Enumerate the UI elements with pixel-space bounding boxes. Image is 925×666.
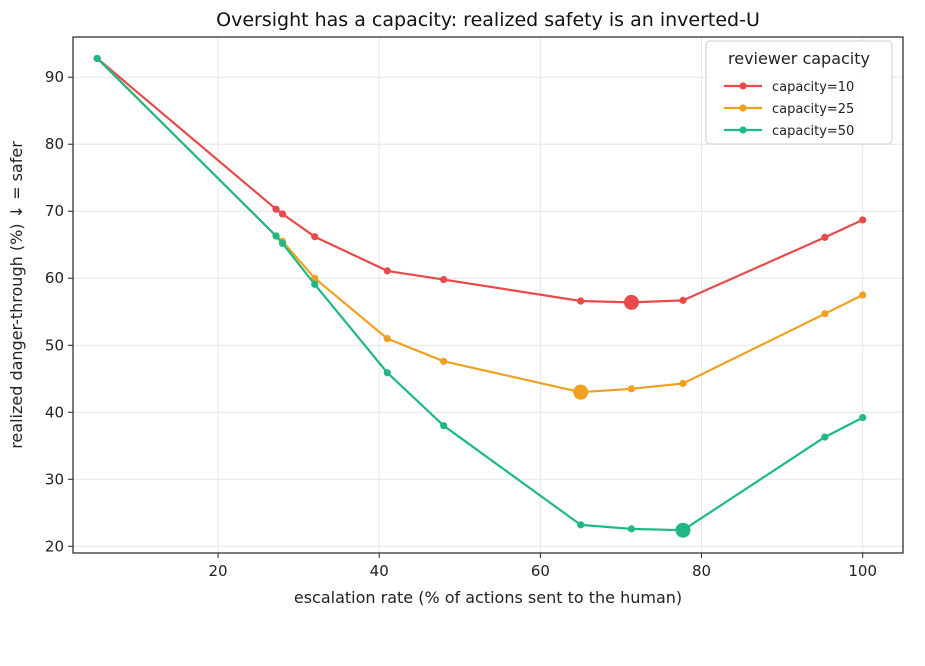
x-tick-label: 20 bbox=[209, 562, 228, 580]
y-tick-label: 80 bbox=[45, 135, 64, 153]
data-point bbox=[821, 310, 829, 318]
data-point bbox=[440, 357, 448, 365]
optimum-marker bbox=[623, 294, 639, 310]
data-point bbox=[311, 233, 319, 241]
legend-box bbox=[705, 40, 893, 145]
legend-label: capacity=50 bbox=[772, 124, 854, 139]
y-tick-label: 30 bbox=[45, 470, 64, 488]
data-point bbox=[272, 232, 280, 240]
data-point bbox=[821, 433, 829, 441]
data-point bbox=[577, 297, 585, 305]
x-axis-label: escalation rate (% of actions sent to th… bbox=[294, 588, 682, 607]
data-point bbox=[821, 233, 829, 241]
legend-swatch-marker bbox=[739, 104, 747, 112]
legend-label: capacity=10 bbox=[772, 80, 854, 95]
data-point bbox=[859, 291, 867, 299]
data-point bbox=[383, 334, 391, 343]
data-point bbox=[440, 422, 448, 430]
x-tick-label: 100 bbox=[848, 562, 877, 580]
y-tick-label: 50 bbox=[45, 336, 64, 354]
data-point bbox=[311, 280, 319, 288]
y-tick-label: 70 bbox=[45, 202, 64, 220]
y-axis: 20 30 40 50 60 70 80 90 bbox=[45, 68, 73, 555]
data-point bbox=[627, 525, 636, 533]
legend-item: capacity=50 bbox=[724, 124, 854, 139]
data-point bbox=[278, 210, 287, 218]
legend-swatch-marker bbox=[739, 126, 747, 134]
data-point bbox=[93, 54, 101, 63]
data-point bbox=[278, 239, 287, 247]
data-point bbox=[272, 205, 280, 213]
data-point bbox=[627, 385, 636, 393]
data-point bbox=[577, 521, 585, 529]
chart-title: Oversight has a capacity: realized safet… bbox=[216, 9, 760, 31]
data-point bbox=[679, 296, 687, 304]
data-point bbox=[383, 369, 391, 377]
legend-item: capacity=10 bbox=[724, 80, 854, 95]
data-point bbox=[859, 216, 867, 224]
data-point bbox=[383, 267, 391, 275]
legend: reviewer capacity capacity=10 capacity=25 c… bbox=[705, 40, 893, 145]
y-tick-label: 20 bbox=[45, 537, 64, 555]
y-tick-label: 60 bbox=[45, 269, 64, 287]
x-tick-label: 40 bbox=[370, 562, 389, 580]
y-axis-label: realized danger-through (%) ↓ = safer bbox=[7, 141, 26, 449]
data-point bbox=[311, 274, 319, 282]
data-point bbox=[440, 275, 448, 284]
series-group bbox=[93, 54, 867, 538]
legend-label: capacity=25 bbox=[772, 102, 854, 117]
x-axis: 20 40 60 80 100 bbox=[209, 553, 877, 580]
data-point bbox=[859, 414, 867, 422]
y-tick-label: 40 bbox=[45, 403, 64, 421]
legend-swatch-marker bbox=[739, 82, 747, 90]
optimum-marker bbox=[573, 384, 589, 400]
plot-frame bbox=[72, 36, 904, 554]
x-tick-label: 80 bbox=[692, 562, 711, 580]
legend-item: capacity=25 bbox=[724, 102, 854, 117]
optimum-marker bbox=[675, 522, 691, 538]
legend-title: reviewer capacity bbox=[728, 49, 870, 68]
y-tick-label: 90 bbox=[45, 68, 64, 86]
data-point bbox=[679, 379, 687, 388]
series-3 bbox=[93, 54, 867, 538]
x-tick-label: 60 bbox=[531, 562, 550, 580]
